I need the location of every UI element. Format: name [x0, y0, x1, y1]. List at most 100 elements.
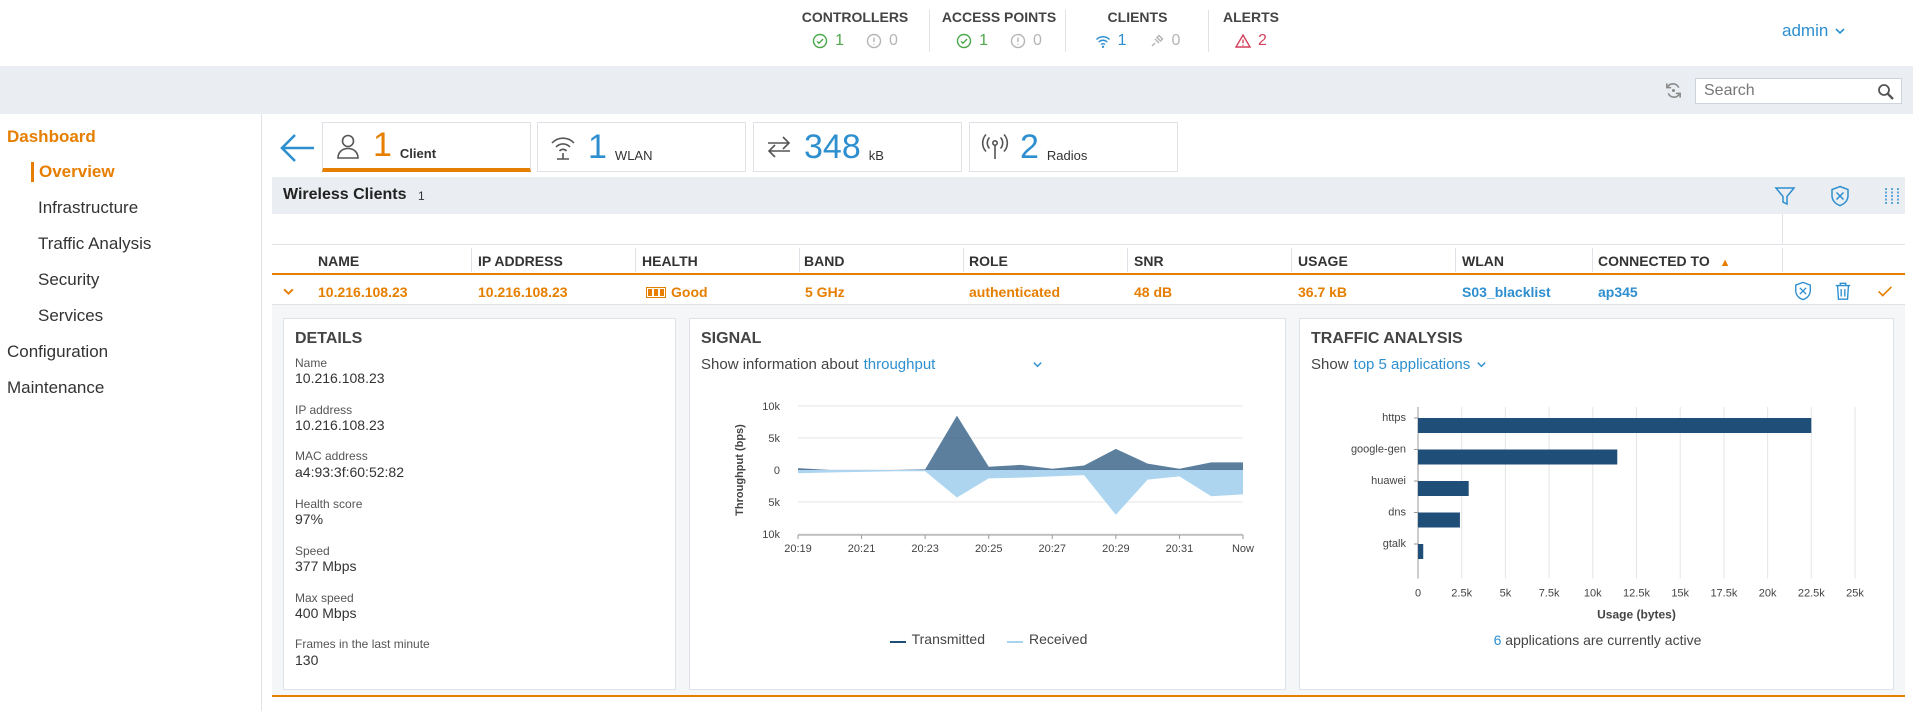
sidebar: Dashboard Overview Infrastructure Traffi…	[0, 114, 262, 711]
cell-health: Good	[646, 284, 708, 300]
cell-connected-to-link[interactable]: ap345	[1598, 284, 1638, 300]
block-client-icon[interactable]	[1829, 185, 1851, 207]
search-icon[interactable]	[1877, 83, 1895, 101]
x-tick-label: 15k	[1671, 588, 1689, 600]
tab-clients[interactable]: 1 Client	[322, 122, 531, 172]
collapse-row-icon[interactable]	[282, 285, 295, 298]
nav-services[interactable]: Services	[38, 306, 104, 325]
bar-google-gen	[1418, 449, 1618, 465]
x-tick-label: 20k	[1759, 588, 1777, 600]
nav-dashboard[interactable]: Dashboard	[7, 127, 96, 146]
filter-row[interactable]	[272, 214, 1905, 245]
col-ip-address[interactable]: IP ADDRESS	[478, 253, 563, 269]
search-input[interactable]	[1696, 79, 1871, 103]
x-axis-label: Usage (bytes)	[1597, 608, 1676, 622]
alerts-count[interactable]: 2	[1235, 32, 1267, 50]
stat-divider	[929, 10, 930, 52]
category-label: gtalk	[1383, 538, 1407, 550]
back-arrow-icon[interactable]	[278, 128, 318, 168]
block-client-icon[interactable]	[1793, 281, 1813, 301]
access-points-up[interactable]: 1	[956, 32, 988, 50]
tab-usage[interactable]: 348 kB	[753, 122, 962, 172]
top-status-bar: CONTROLLERS 1 0 ACCESS POINTS 1 0	[0, 0, 1913, 66]
alerts-status[interactable]: ALERTS 2	[1218, 0, 1284, 66]
traffic-analysis-card: TRAFFIC ANALYSIS Show top 5 applications…	[1299, 318, 1894, 690]
wireless-clients-count: 1	[418, 189, 425, 203]
col-wlan[interactable]: WLAN	[1462, 253, 1504, 269]
clients-wired[interactable]: 0	[1149, 32, 1180, 50]
tab-wlan-label: WLAN	[614, 147, 653, 163]
col-usage[interactable]: USAGE	[1298, 253, 1348, 269]
detail-value-speed: 377 Mbps	[295, 558, 357, 574]
cell-band: 5 GHz	[805, 284, 845, 300]
access-points-down[interactable]: 0	[1010, 32, 1042, 50]
category-label: huawei	[1371, 475, 1406, 487]
user-menu[interactable]: admin	[1782, 21, 1846, 41]
controllers-up[interactable]: 1	[812, 32, 844, 50]
col-snr[interactable]: SNR	[1134, 253, 1164, 269]
warning-triangle-icon	[1235, 33, 1252, 48]
table-row[interactable]: 10.216.108.23 10.216.108.23 Good 5 GHz a…	[272, 277, 1905, 305]
filter-row-divider	[1782, 214, 1783, 245]
category-label: google-gen	[1351, 444, 1406, 456]
detail-value-ip: 10.216.108.23	[295, 417, 385, 433]
detail-label-name: Name	[295, 356, 328, 370]
col-band[interactable]: BAND	[804, 253, 845, 269]
clients-wireless[interactable]: 1	[1095, 32, 1127, 50]
col-role[interactable]: ROLE	[969, 253, 1008, 269]
nav-maintenance[interactable]: Maintenance	[7, 378, 105, 397]
y-tick-label: 10k	[762, 401, 780, 413]
col-health[interactable]: HEALTH	[642, 253, 698, 269]
trash-icon[interactable]	[1833, 281, 1853, 301]
check-circle-icon	[812, 33, 828, 49]
tab-radios[interactable]: 2 Radios	[969, 122, 1178, 172]
x-tick-label: Now	[1232, 543, 1254, 555]
legend-received[interactable]: Received	[1007, 631, 1087, 647]
user-icon	[337, 134, 359, 159]
series-area-received	[798, 470, 1243, 515]
signal-title: SIGNAL	[701, 330, 762, 347]
col-connected-to[interactable]: CONNECTED TO ▲	[1598, 253, 1731, 269]
tab-wlan[interactable]: 1 WLAN	[537, 122, 746, 172]
x-tick-label: 5k	[1500, 588, 1512, 600]
signal-metric-dropdown[interactable]: throughput	[863, 356, 936, 373]
controllers-down[interactable]: 0	[866, 32, 898, 50]
columns-icon[interactable]	[1881, 185, 1903, 207]
radio-antenna-icon	[981, 133, 1009, 159]
clients-title: CLIENTS	[1107, 9, 1168, 25]
details-card: DETAILS Name 10.216.108.23 IP address 10…	[283, 318, 676, 690]
active-applications-footer: 6 applications are currently active	[1493, 632, 1702, 648]
details-title: DETAILS	[295, 330, 363, 347]
wireless-clients-title: Wireless Clients	[283, 186, 407, 203]
checkmark-icon[interactable]	[1875, 281, 1895, 301]
detail-label-frames: Frames in the last minute	[295, 637, 430, 651]
detail-label-speed: Speed	[295, 544, 330, 558]
nav-security[interactable]: Security	[38, 270, 100, 289]
col-name[interactable]: NAME	[318, 253, 360, 269]
nav-traffic-analysis[interactable]: Traffic Analysis	[38, 234, 152, 253]
traffic-top-dropdown[interactable]: top 5 applications	[1353, 356, 1471, 373]
tab-clients-count: 1	[373, 126, 392, 164]
controllers-status[interactable]: CONTROLLERS 1 0	[793, 0, 917, 66]
plug-icon	[1150, 34, 1164, 47]
access-points-status[interactable]: ACCESS POINTS 1 0	[940, 0, 1058, 66]
cell-wlan-link[interactable]: S03_blacklist	[1462, 284, 1551, 300]
panel-bottom-border	[272, 695, 1905, 697]
chevron-down-icon[interactable]	[1032, 359, 1043, 370]
filter-icon[interactable]	[1774, 185, 1796, 207]
traffic-show-selector: Show top 5 applications	[1311, 356, 1487, 373]
y-tick-label: 0	[774, 465, 780, 477]
nav-infrastructure[interactable]: Infrastructure	[38, 198, 139, 217]
cell-usage: 36.7 kB	[1298, 284, 1348, 300]
clients-status[interactable]: CLIENTS 1 0	[1080, 0, 1195, 66]
nav-overview[interactable]: Overview	[31, 162, 115, 182]
chevron-down-icon[interactable]	[1476, 359, 1487, 370]
active-applications-count[interactable]: 6	[1493, 632, 1502, 648]
bar-dns	[1418, 512, 1460, 528]
y-tick-label: 10k	[762, 529, 780, 541]
nav-configuration[interactable]: Configuration	[7, 342, 109, 361]
legend-transmitted[interactable]: Transmitted	[889, 631, 985, 647]
category-label: dns	[1388, 507, 1406, 519]
x-tick-label: 20:27	[1039, 543, 1067, 555]
refresh-icon[interactable]	[1664, 81, 1683, 100]
